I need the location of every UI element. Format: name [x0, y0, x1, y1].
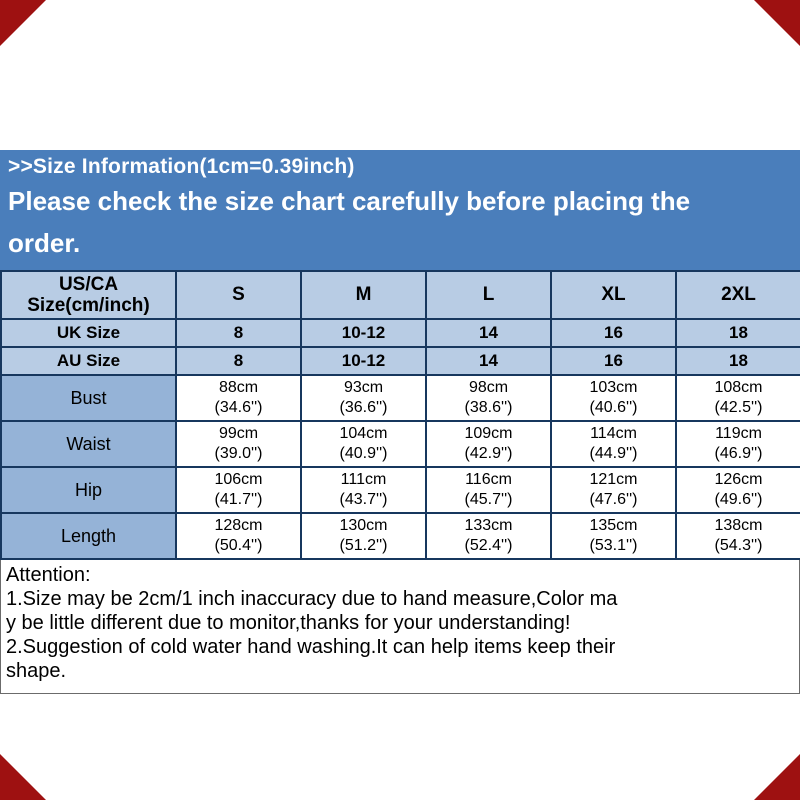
table-cell: 104cm (40.9'') [300, 420, 427, 468]
table-cell: 10-12 [300, 346, 427, 376]
row-label: Length [0, 512, 177, 560]
table-cell: 109cm (42.9'') [425, 420, 552, 468]
table-cell: 138cm (54.3'') [675, 512, 800, 560]
table-header-row: US/CA Size(cm/inch) S M L XL 2XL [0, 270, 800, 320]
table-cell: 14 [425, 318, 552, 348]
subtitle-line: Please check the size chart carefully be… [8, 186, 691, 216]
table-cell: 88cm (34.6'') [175, 374, 302, 422]
header-banner: >>Size Information(1cm=0.39inch) Please … [0, 150, 800, 270]
attention-line: 1.Size may be 2cm/1 inch inaccuracy due … [6, 588, 618, 610]
table-cell: 14 [425, 346, 552, 376]
table-cell: 130cm (51.2'') [300, 512, 427, 560]
table-cell: 18 [675, 346, 800, 376]
table-cell: 98cm (38.6'') [425, 374, 552, 422]
table-row: Bust 88cm (34.6'') 93cm (36.6'') 98cm (38.6'')… [0, 374, 800, 422]
subtitle-line: order. [8, 228, 81, 258]
table-row: UK Size 8 10-12 14 16 18 [0, 318, 800, 348]
table-cell: 8 [175, 318, 302, 348]
table-cell: 10-12 [300, 318, 427, 348]
header-subtitle: Please check the size chart carefully be… [0, 182, 800, 270]
row-label: AU Size [0, 346, 177, 376]
table-cell: 133cm (52.4'') [425, 512, 552, 560]
corner-decoration-bottom-left [0, 754, 46, 800]
table-cell: 126cm (49.6'') [675, 466, 800, 514]
row-label: UK Size [0, 318, 177, 348]
header-cell-size-m: M [300, 270, 427, 320]
table-row: Waist 99cm (39.0'') 104cm (40.9'') 109cm (42.9… [0, 420, 800, 468]
table-cell: 119cm (46.9'') [675, 420, 800, 468]
header-cell-us-ca-size: US/CA Size(cm/inch) [0, 270, 177, 320]
table-cell: 128cm (50.4'') [175, 512, 302, 560]
attention-line: shape. [6, 660, 67, 682]
header-cell-size-s: S [175, 270, 302, 320]
table-cell: 16 [550, 318, 677, 348]
size-chart-table: US/CA Size(cm/inch) S M L XL 2XL UK Size 8 10-12 1… [0, 270, 800, 560]
attention-title: Attention: [6, 564, 91, 586]
header-cell-size-l: L [425, 270, 552, 320]
table-cell: 114cm (44.9'') [550, 420, 677, 468]
table-cell: 108cm (42.5'') [675, 374, 800, 422]
row-label: Hip [0, 466, 177, 514]
table-cell: 93cm (36.6'') [300, 374, 427, 422]
table-cell: 103cm (40.6'') [550, 374, 677, 422]
table-cell: 121cm (47.6'') [550, 466, 677, 514]
table-cell: 16 [550, 346, 677, 376]
table-cell: 18 [675, 318, 800, 348]
table-row: AU Size 8 10-12 14 16 18 [0, 346, 800, 376]
row-label: Waist [0, 420, 177, 468]
table-cell: 8 [175, 346, 302, 376]
header-cell-size-xl: XL [550, 270, 677, 320]
table-cell: 116cm (45.7'') [425, 466, 552, 514]
attention-section: Attention: 1.Size may be 2cm/1 inch inac… [0, 560, 800, 694]
table-row: Hip 106cm (41.7'') 111cm (43.7'') 116cm (45.7'… [0, 466, 800, 514]
attention-line: 2.Suggestion of cold water hand washing.… [6, 636, 616, 658]
corner-decoration-bottom-right [754, 754, 800, 800]
attention-line: y be little different due to monitor,tha… [6, 612, 571, 634]
header-cell-size-2xl: 2XL [675, 270, 800, 320]
corner-decoration-top-right [754, 0, 800, 46]
table-cell: 106cm (41.7'') [175, 466, 302, 514]
table-row: Length 128cm (50.4'') 130cm (51.2'') 133cm (52… [0, 512, 800, 560]
table-cell: 111cm (43.7'') [300, 466, 427, 514]
table-cell: 135cm (53.1'') [550, 512, 677, 560]
table-cell: 99cm (39.0'') [175, 420, 302, 468]
page-title: >>Size Information(1cm=0.39inch) [8, 155, 355, 178]
corner-decoration-top-left [0, 0, 46, 46]
row-label: Bust [0, 374, 177, 422]
